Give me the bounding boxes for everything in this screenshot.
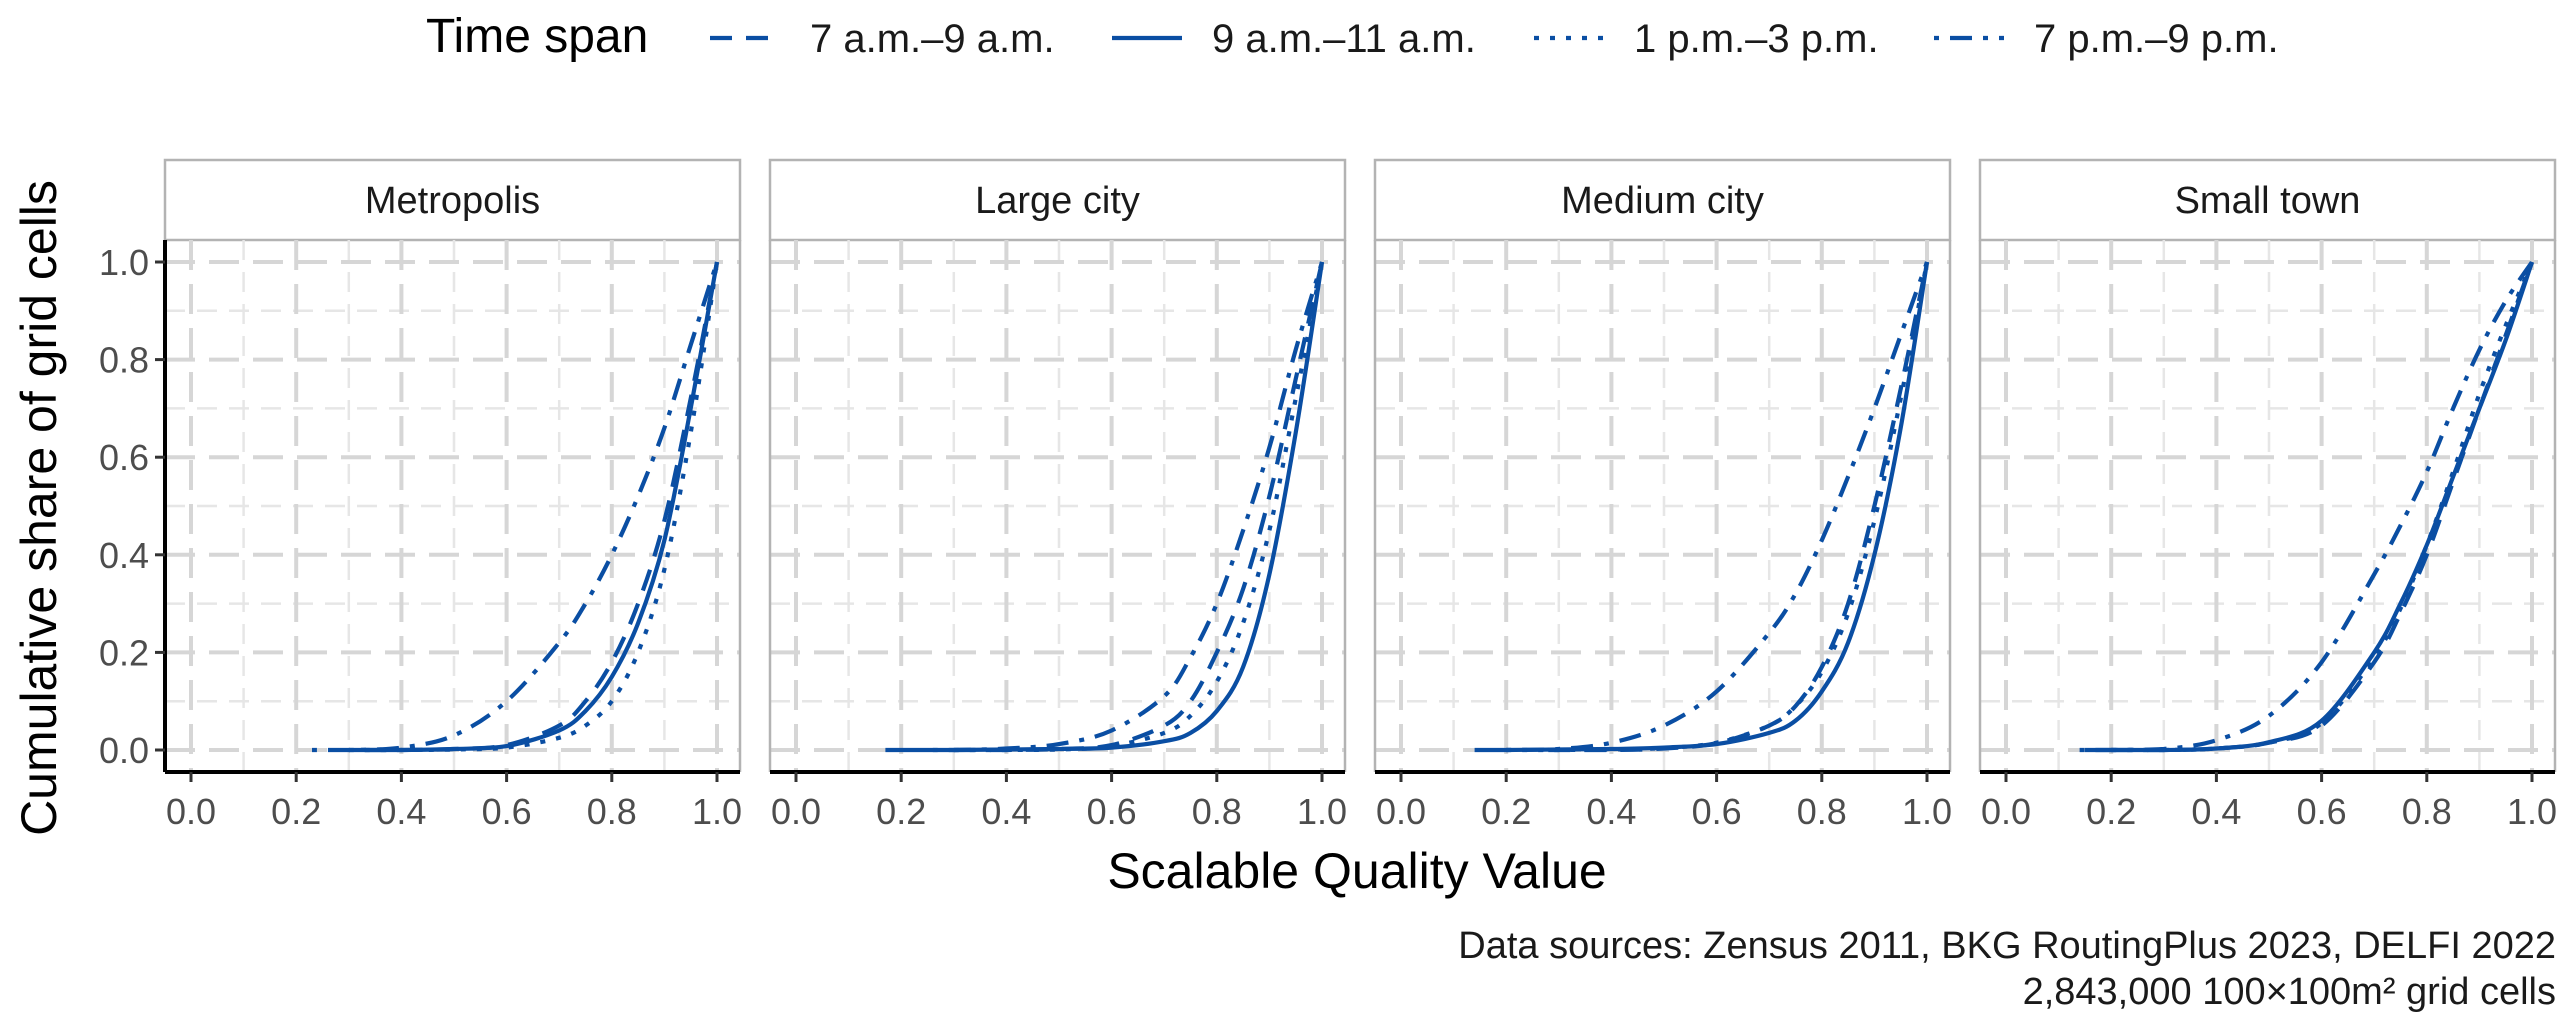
facet-panel: Medium city 0.0 0.2 0.4 0.6 0.8 1.0 xyxy=(1373,158,1952,832)
major-gridlines xyxy=(770,240,1345,772)
series-lines xyxy=(1474,261,1930,753)
x-tick-label: 1.0 xyxy=(1297,791,1347,832)
series-line-dotdash xyxy=(312,261,720,753)
y-tick-label: 0.0 xyxy=(99,730,149,771)
facet-panels: Metropolis 0.0 0.2 0.4 0.6 0.8 1.0 0.0 0.2 0.4 0.6… xyxy=(99,158,2557,832)
facet-panel: Metropolis 0.0 0.2 0.4 0.6 0.8 1.0 0.0 0.2 0.4 0.6… xyxy=(99,158,742,832)
y-axis-title: Cumulative share of grid cells xyxy=(11,180,67,836)
legend-item: 7 p.m.–9 p.m. xyxy=(1934,17,2279,61)
legend: Time span 7 a.m.–9 a.m. 9 a.m.–11 a.m. 1 p… xyxy=(426,10,2279,63)
x-tick-label: 0.4 xyxy=(1586,791,1636,832)
x-tick-label: 0.2 xyxy=(2086,791,2136,832)
facet-panel: Large city 0.0 0.2 0.4 0.6 0.8 1.0 xyxy=(768,158,1347,832)
y-tick-label: 0.8 xyxy=(99,340,149,381)
legend-label: 7 p.m.–9 p.m. xyxy=(2034,17,2279,61)
legend-label: 1 p.m.–3 p.m. xyxy=(1634,17,1879,61)
legend-item: 1 p.m.–3 p.m. xyxy=(1534,17,1879,61)
x-tick-label: 0.6 xyxy=(1692,791,1742,832)
series-line-dotted xyxy=(2111,261,2534,753)
x-tick-label: 0.6 xyxy=(2297,791,2347,832)
facet-strip xyxy=(1978,158,2557,242)
facet-strip-label: Small town xyxy=(2175,180,2361,222)
y-tick-label: 0.2 xyxy=(99,632,149,673)
major-gridlines xyxy=(1980,240,2555,772)
x-tick-label: 0.0 xyxy=(1376,791,1426,832)
facet-strip xyxy=(163,158,742,242)
series-lines xyxy=(885,261,1325,753)
legend-label: 9 a.m.–11 a.m. xyxy=(1212,17,1476,61)
y-tick-label: 1.0 xyxy=(99,242,149,283)
caption-cells: 2,843,000 100×100m² grid cells xyxy=(2023,971,2556,1013)
y-tick-label: 0.6 xyxy=(99,437,149,478)
series-lines xyxy=(2079,260,2534,753)
x-tick-label: 0.2 xyxy=(271,791,321,832)
x-tick-label: 0.8 xyxy=(1192,791,1242,832)
series-lines xyxy=(312,261,720,753)
facet-strip xyxy=(768,158,1347,242)
major-gridlines xyxy=(165,240,740,772)
x-tick-label: 0.0 xyxy=(166,791,216,832)
x-tick-label: 0.4 xyxy=(981,791,1031,832)
series-line-solid xyxy=(1474,261,1930,753)
x-tick-label: 1.0 xyxy=(2507,791,2557,832)
x-tick-label: 0.8 xyxy=(587,791,637,832)
x-tick-label: 0.0 xyxy=(771,791,821,832)
caption-sources: Data sources: Zensus 2011, BKG RoutingPl… xyxy=(1458,925,2556,967)
facet-strip-label: Medium city xyxy=(1561,180,1764,222)
x-tick-label: 0.4 xyxy=(2191,791,2241,832)
minor-gridlines xyxy=(1980,240,2555,772)
x-tick-label: 1.0 xyxy=(692,791,742,832)
series-line-dotdash xyxy=(1506,261,1929,753)
legend-item: 9 a.m.–11 a.m. xyxy=(1112,17,1476,61)
x-tick-label: 0.8 xyxy=(1797,791,1847,832)
facet-strip-label: Large city xyxy=(975,180,1140,222)
x-tick-label: 0.6 xyxy=(1087,791,1137,832)
series-line-dashed xyxy=(1548,261,1930,753)
x-tick-label: 0.6 xyxy=(482,791,532,832)
facet-strip-label: Metropolis xyxy=(365,180,540,222)
series-line-dotdash xyxy=(2079,260,2534,753)
x-tick-label: 0.2 xyxy=(876,791,926,832)
series-line-solid xyxy=(348,261,720,753)
x-tick-label: 0.0 xyxy=(1981,791,2031,832)
legend-item: 7 a.m.–9 a.m. xyxy=(710,17,1055,61)
series-line-dotdash xyxy=(932,261,1325,753)
series-line-dashed xyxy=(953,261,1325,753)
x-axis-title: Scalable Quality Value xyxy=(1107,843,1606,899)
x-tick-label: 0.4 xyxy=(376,791,426,832)
minor-gridlines xyxy=(770,240,1345,772)
minor-gridlines xyxy=(165,240,740,772)
x-tick-label: 1.0 xyxy=(1902,791,1952,832)
minor-gridlines xyxy=(1375,240,1950,772)
facet-strip xyxy=(1373,158,1952,242)
y-tick-label: 0.4 xyxy=(99,535,149,576)
x-tick-label: 0.8 xyxy=(2402,791,2452,832)
legend-title: Time span xyxy=(426,10,648,63)
x-tick-label: 0.2 xyxy=(1481,791,1531,832)
facet-panel: Small town 0.0 0.2 0.4 0.6 0.8 1.0 xyxy=(1978,158,2557,832)
legend-items: 7 a.m.–9 a.m. 9 a.m.–11 a.m. 1 p.m.–3 p.m.… xyxy=(710,17,2279,61)
legend-label: 7 a.m.–9 a.m. xyxy=(810,17,1055,61)
